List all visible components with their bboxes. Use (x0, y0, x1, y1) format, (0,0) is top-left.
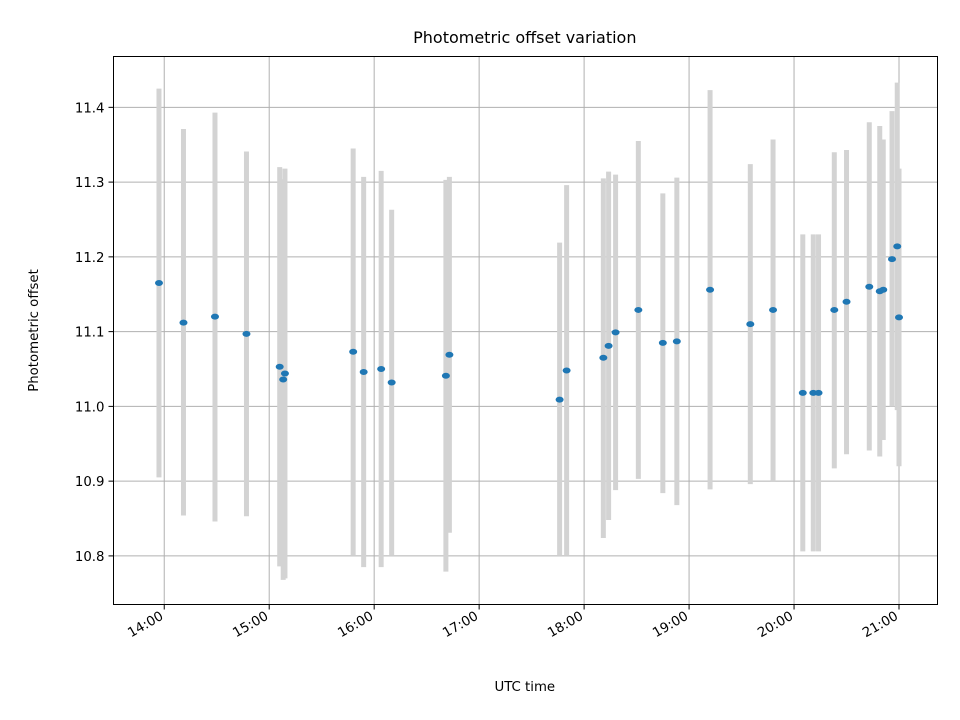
data-point (611, 329, 620, 336)
data-point (658, 339, 667, 346)
data-point (798, 389, 807, 396)
y-axis-ticks: 10.8 10.9 11.0 11.1 11.2 11.3 11.4 (75, 101, 114, 565)
data-point (634, 306, 643, 313)
data-point (445, 351, 454, 358)
y-tick-label: 11.3 (75, 176, 105, 191)
data-point (895, 314, 904, 321)
grid-lines (113, 56, 938, 605)
data-points (154, 243, 904, 403)
data-point (865, 283, 874, 290)
x-axis-label: UTC time (494, 680, 555, 695)
data-point (377, 366, 386, 373)
y-tick-label: 11.4 (75, 101, 105, 116)
data-point (604, 342, 613, 349)
data-point (280, 370, 289, 377)
data-point (879, 286, 888, 293)
chart-title: Photometric offset variation (413, 28, 636, 47)
data-point (555, 396, 564, 403)
data-point (179, 319, 188, 326)
data-point (242, 330, 251, 337)
data-point (562, 367, 571, 374)
data-point (210, 313, 219, 320)
data-point (769, 306, 778, 313)
y-tick-label: 10.8 (75, 550, 105, 565)
data-point (672, 338, 681, 345)
data-point (893, 243, 902, 250)
data-point (830, 306, 839, 313)
data-point (888, 256, 897, 263)
data-point (359, 368, 368, 375)
data-point (814, 389, 823, 396)
y-tick-label: 10.9 (75, 475, 105, 490)
data-point (154, 280, 163, 287)
data-point (706, 286, 715, 293)
y-tick-label: 11.2 (75, 251, 105, 266)
plot-frame (113, 56, 938, 605)
data-point (746, 321, 755, 328)
data-point (387, 379, 396, 386)
y-tick-label: 11.0 (75, 400, 105, 415)
data-point (599, 354, 608, 361)
data-point (441, 372, 450, 379)
data-point (842, 298, 851, 305)
data-point (275, 363, 284, 370)
y-axis-label: Photometric offset (27, 269, 42, 392)
y-tick-label: 11.1 (75, 326, 105, 341)
data-point (279, 376, 288, 383)
data-point (349, 348, 358, 355)
